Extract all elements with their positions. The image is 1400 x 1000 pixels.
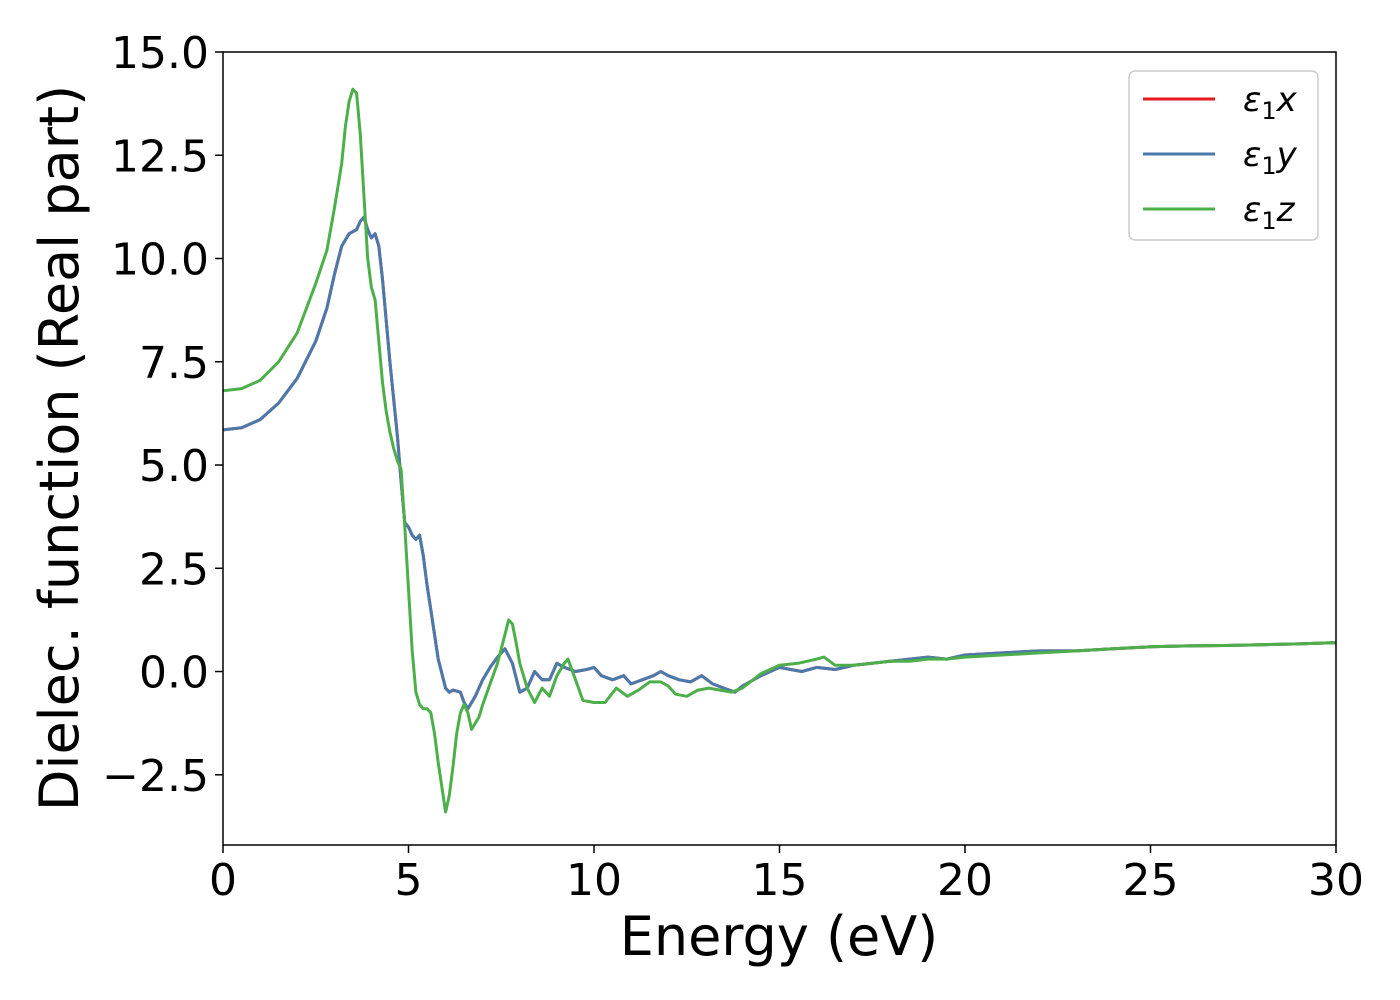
legend-label-y: ε1y (1243, 135, 1298, 180)
x-tick-label: 5 (395, 855, 423, 906)
y-tick-label: 0.0 (139, 648, 209, 699)
series-line-y (223, 215, 1336, 711)
x-axis-ticks: 0 5 10 15 20 25 30 (209, 845, 1364, 906)
series-line-x (223, 215, 1336, 711)
x-tick-label: 10 (566, 855, 622, 906)
y-tick-label: 2.5 (139, 544, 209, 595)
x-tick-label: 30 (1308, 855, 1364, 906)
y-tick-label: 7.5 (139, 338, 209, 389)
y-tick-label: 12.5 (111, 131, 209, 182)
y-tick-label: −2.5 (102, 751, 209, 802)
x-tick-label: 20 (937, 855, 993, 906)
x-tick-label: 15 (752, 855, 808, 906)
y-axis-ticks: −2.5 0.0 2.5 5.0 7.5 10.0 12.5 15.0 (102, 28, 223, 802)
x-tick-label: 0 (209, 855, 237, 906)
legend-label-x: ε1x (1243, 80, 1298, 125)
x-axis-label: Energy (eV) (620, 905, 939, 968)
x-tick-label: 25 (1123, 855, 1179, 906)
legend-box (1128, 70, 1319, 241)
y-tick-label: 15.0 (111, 28, 209, 79)
legend: ε1x ε1y ε1z (1128, 70, 1319, 241)
y-axis-label: Dielec. function (Real part) (28, 85, 91, 811)
series-line-z (223, 87, 1336, 814)
legend-label-z: ε1z (1243, 190, 1296, 235)
y-tick-label: 5.0 (139, 441, 209, 492)
y-tick-label: 10.0 (111, 235, 209, 286)
